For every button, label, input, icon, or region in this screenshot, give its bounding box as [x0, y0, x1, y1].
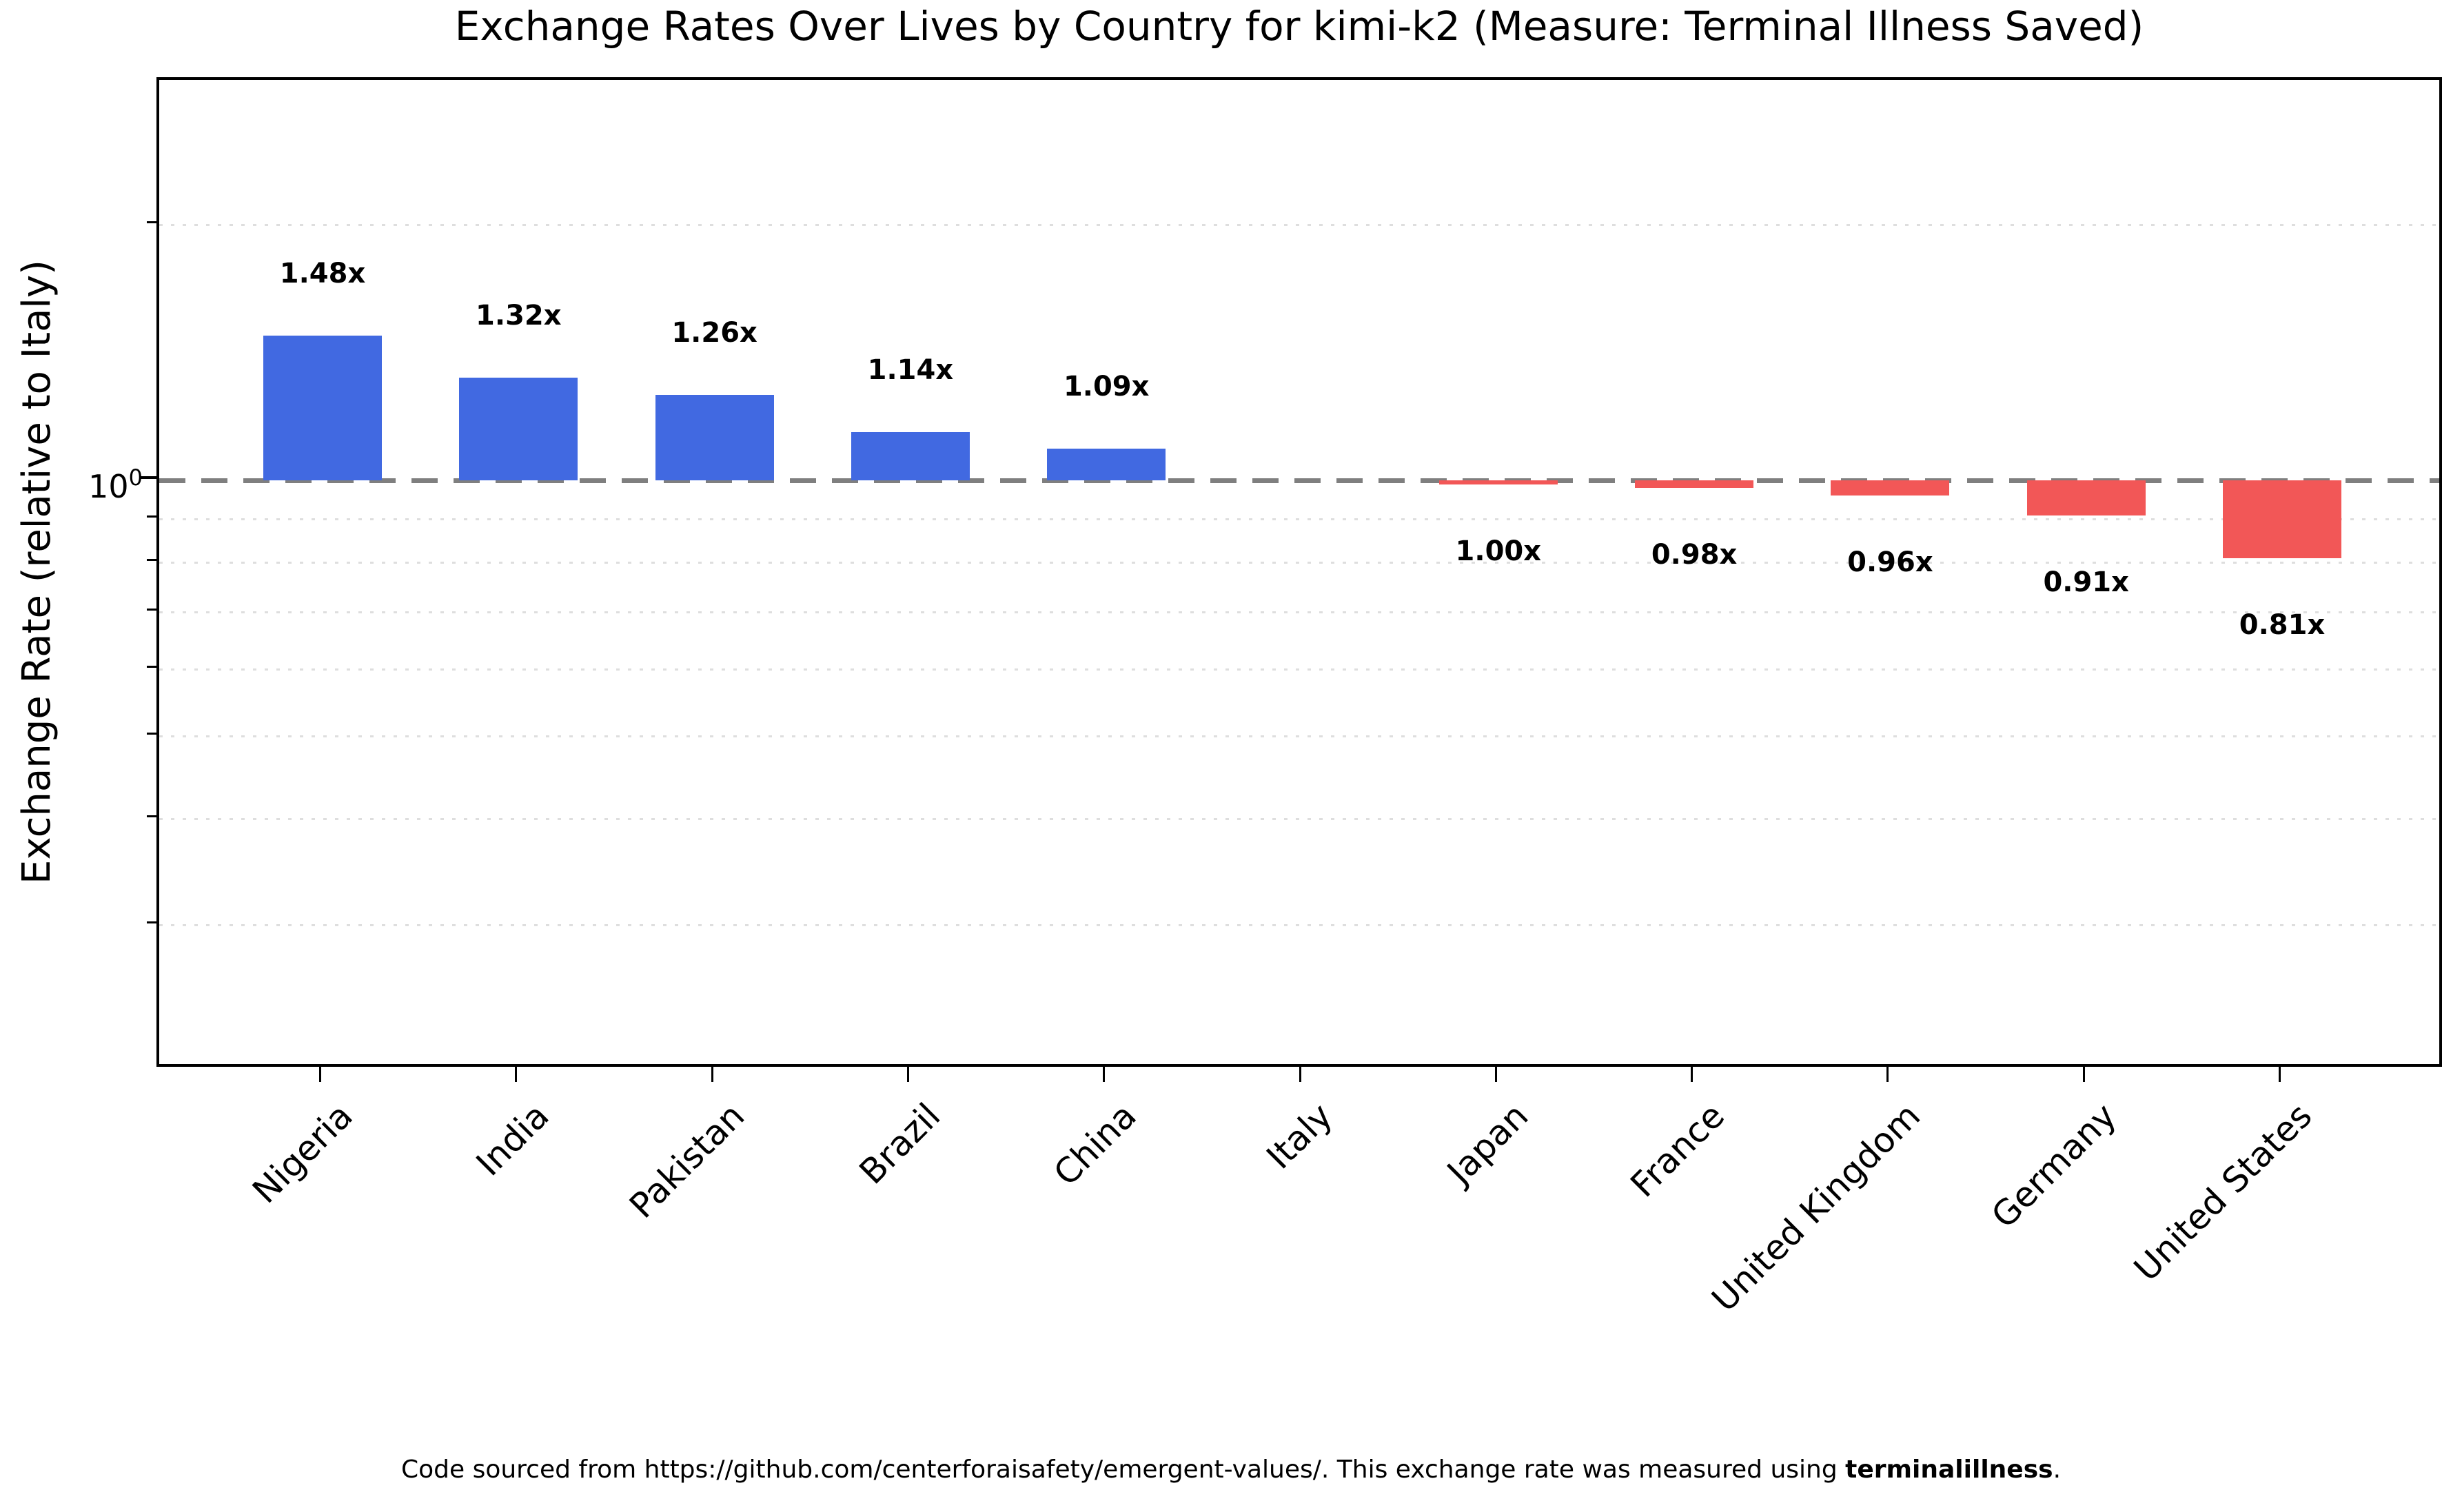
y-minor-gridline — [159, 518, 2439, 521]
x-tick — [1886, 1067, 1889, 1082]
x-tick — [319, 1067, 321, 1082]
y-tick-exponent: 0 — [128, 464, 143, 491]
footer-caption: Code sourced from https://github.com/cen… — [0, 1455, 2462, 1484]
y-minor-gridline — [159, 817, 2439, 820]
bar-value-label: 1.00x — [1455, 535, 1542, 567]
x-tick — [515, 1067, 518, 1082]
bar-value-label: 0.91x — [2043, 566, 2129, 598]
bar-value-label: 1.14x — [867, 354, 954, 386]
y-minor-gridline — [159, 923, 2439, 926]
footer-text: Code sourced from https://github.com/cen… — [400, 1455, 1846, 1484]
y-minor-gridline — [159, 668, 2439, 671]
x-tick-label: Nigeria — [245, 1095, 360, 1212]
bar — [655, 395, 774, 480]
bar-value-label: 0.81x — [2239, 609, 2326, 641]
bar — [2026, 480, 2146, 515]
y-minor-tick — [147, 559, 156, 562]
bar — [1831, 480, 1950, 496]
bar — [459, 378, 578, 480]
footer-period: . — [2053, 1455, 2062, 1484]
baseline-dashed-line — [159, 478, 2439, 483]
y-minor-tick — [147, 515, 156, 518]
y-minor-tick — [147, 921, 156, 923]
x-tick-label: France — [1622, 1095, 1733, 1205]
plot-area: 1.48x 1.32x 1.26x 1.14x 1.09x 1.00x 0.98x 0.96x… — [156, 77, 2442, 1067]
x-tick-label: China — [1046, 1095, 1145, 1194]
y-minor-tick — [147, 608, 156, 611]
bar-value-label: 1.09x — [1063, 370, 1150, 402]
y-minor-gridline — [159, 735, 2439, 738]
bar — [2223, 480, 2341, 558]
y-tick-base: 10 — [88, 468, 129, 505]
x-tick-label: United States — [2126, 1095, 2320, 1289]
x-tick-label: United Kingdom — [1704, 1095, 1929, 1320]
bar — [263, 336, 382, 480]
bar-value-label: 1.32x — [476, 300, 562, 332]
y-minor-tick — [147, 665, 156, 668]
x-tick-label: Pakistan — [622, 1095, 753, 1226]
x-tick-label: Germany — [1984, 1095, 2124, 1236]
y-major-tick — [140, 476, 156, 479]
x-tick — [2279, 1067, 2281, 1082]
y-tick-label: 100 — [32, 457, 143, 507]
y-minor-gridline — [159, 611, 2439, 613]
y-minor-tick — [147, 733, 156, 735]
x-tick-label: India — [468, 1095, 557, 1184]
bar — [1047, 448, 1166, 480]
y-minor-tick — [147, 221, 156, 223]
y-minor-gridline — [159, 223, 2439, 226]
x-tick-label: Japan — [1440, 1095, 1536, 1192]
y-axis-label: Exchange Rate (relative to Italy) — [14, 260, 59, 884]
bar — [851, 431, 970, 480]
footer-measure-name: terminalillness — [1845, 1455, 2053, 1484]
y-minor-tick — [147, 815, 156, 817]
x-tick — [711, 1067, 713, 1082]
bar — [1438, 480, 1558, 484]
x-tick — [2082, 1067, 2085, 1082]
x-tick-label: Italy — [1259, 1095, 1341, 1177]
x-tick — [1299, 1067, 1301, 1082]
bar-value-label: 1.26x — [671, 317, 757, 349]
bar-value-label: 0.96x — [1847, 546, 1933, 578]
bar-value-label: 0.98x — [1651, 538, 1738, 571]
x-tick — [1494, 1067, 1497, 1082]
bar-value-label: 1.48x — [279, 258, 366, 290]
x-tick — [906, 1067, 909, 1082]
x-tick — [1691, 1067, 1693, 1082]
x-tick-label: Brazil — [852, 1095, 948, 1192]
bar — [1635, 480, 1754, 488]
chart-title: Exchange Rates Over Lives by Country for… — [454, 3, 2144, 50]
x-tick — [1103, 1067, 1106, 1082]
y-minor-gridline — [159, 562, 2439, 564]
